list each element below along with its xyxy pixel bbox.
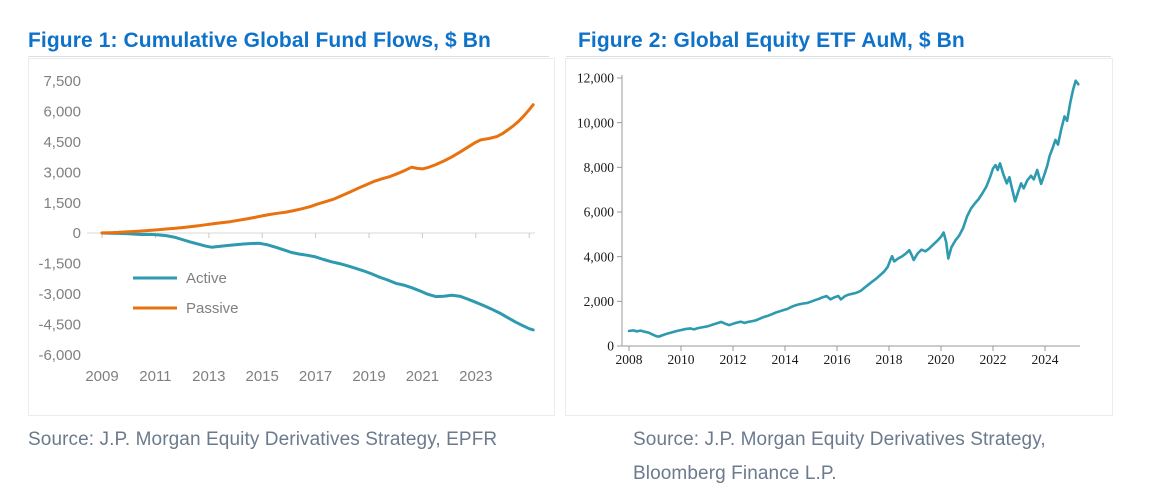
svg-text:0: 0 (607, 339, 614, 354)
svg-text:8,000: 8,000 (584, 160, 615, 175)
svg-text:2021: 2021 (406, 368, 439, 385)
figure2-source-line-2: Bloomberg Finance L.P. (633, 463, 837, 484)
svg-text:7,500: 7,500 (43, 73, 81, 90)
figure1-source: Source: J.P. Morgan Equity Derivatives S… (28, 423, 568, 457)
svg-text:2019: 2019 (352, 368, 385, 385)
svg-text:2009: 2009 (85, 368, 118, 385)
svg-text:2010: 2010 (668, 352, 695, 367)
figure2-title: Figure 2: Global Equity ETF AuM, $ Bn (578, 29, 965, 52)
svg-text:2020: 2020 (928, 352, 955, 367)
cumulative-fund-flows-chart: 7,500 6,000 4,500 3,000 1,500 0 -1,500 -3,000 -4… (38, 73, 535, 385)
figure1-title-rule (28, 56, 549, 57)
svg-text:4,500: 4,500 (43, 134, 81, 151)
svg-text:1,500: 1,500 (43, 195, 81, 212)
svg-text:6,000: 6,000 (584, 205, 615, 220)
svg-text:-1,500: -1,500 (38, 256, 81, 273)
svg-text:-3,000: -3,000 (38, 286, 81, 303)
svg-text:0: 0 (73, 225, 81, 242)
svg-text:2018: 2018 (876, 352, 903, 367)
svg-text:6,000: 6,000 (43, 104, 81, 121)
svg-text:Passive: Passive (186, 300, 239, 317)
svg-text:3,000: 3,000 (43, 164, 81, 181)
series-layer (100, 103, 535, 332)
svg-text:10,000: 10,000 (577, 115, 614, 130)
series-layer (627, 79, 1080, 338)
figure1-source-line: Source: J.P. Morgan Equity Derivatives S… (28, 429, 498, 450)
etf-aum-chart-card: 12,000 10,000 8,000 6,000 4,000 2,000 0 2008 201… (565, 58, 1113, 416)
svg-text:Active: Active (186, 270, 227, 287)
figure2-source-line-1: Source: J.P. Morgan Equity Derivatives S… (633, 429, 1046, 450)
svg-text:-6,000: -6,000 (38, 347, 81, 364)
svg-text:2024: 2024 (1032, 352, 1059, 367)
svg-text:2008: 2008 (616, 352, 643, 367)
chart-legend: Active Passive (133, 270, 239, 317)
fund-flows-chart-card: 7,500 6,000 4,500 3,000 1,500 0 -1,500 -3,000 -4… (28, 58, 555, 416)
svg-text:12,000: 12,000 (577, 71, 614, 86)
svg-text:2012: 2012 (720, 352, 747, 367)
svg-text:2022: 2022 (980, 352, 1007, 367)
figure2-title-rule (566, 56, 1111, 57)
series-passive (100, 103, 535, 235)
svg-text:2017: 2017 (299, 368, 332, 385)
svg-text:2,000: 2,000 (584, 294, 615, 309)
figure2-source: Source: J.P. Morgan Equity Derivatives S… (633, 423, 1103, 491)
svg-text:2016: 2016 (824, 352, 851, 367)
svg-text:-4,500: -4,500 (38, 316, 81, 333)
svg-text:2014: 2014 (772, 352, 799, 367)
axis-layer: 7,500 6,000 4,500 3,000 1,500 0 -1,500 -3,000 -4… (38, 73, 535, 385)
svg-text:2015: 2015 (246, 368, 279, 385)
svg-text:4,000: 4,000 (584, 249, 615, 264)
series-global-equity-etf-aum (627, 79, 1080, 338)
svg-text:2023: 2023 (459, 368, 492, 385)
svg-text:2011: 2011 (139, 368, 171, 385)
series-active (100, 231, 535, 332)
figure1-title: Figure 1: Cumulative Global Fund Flows, … (28, 29, 491, 52)
svg-text:2013: 2013 (192, 368, 225, 385)
